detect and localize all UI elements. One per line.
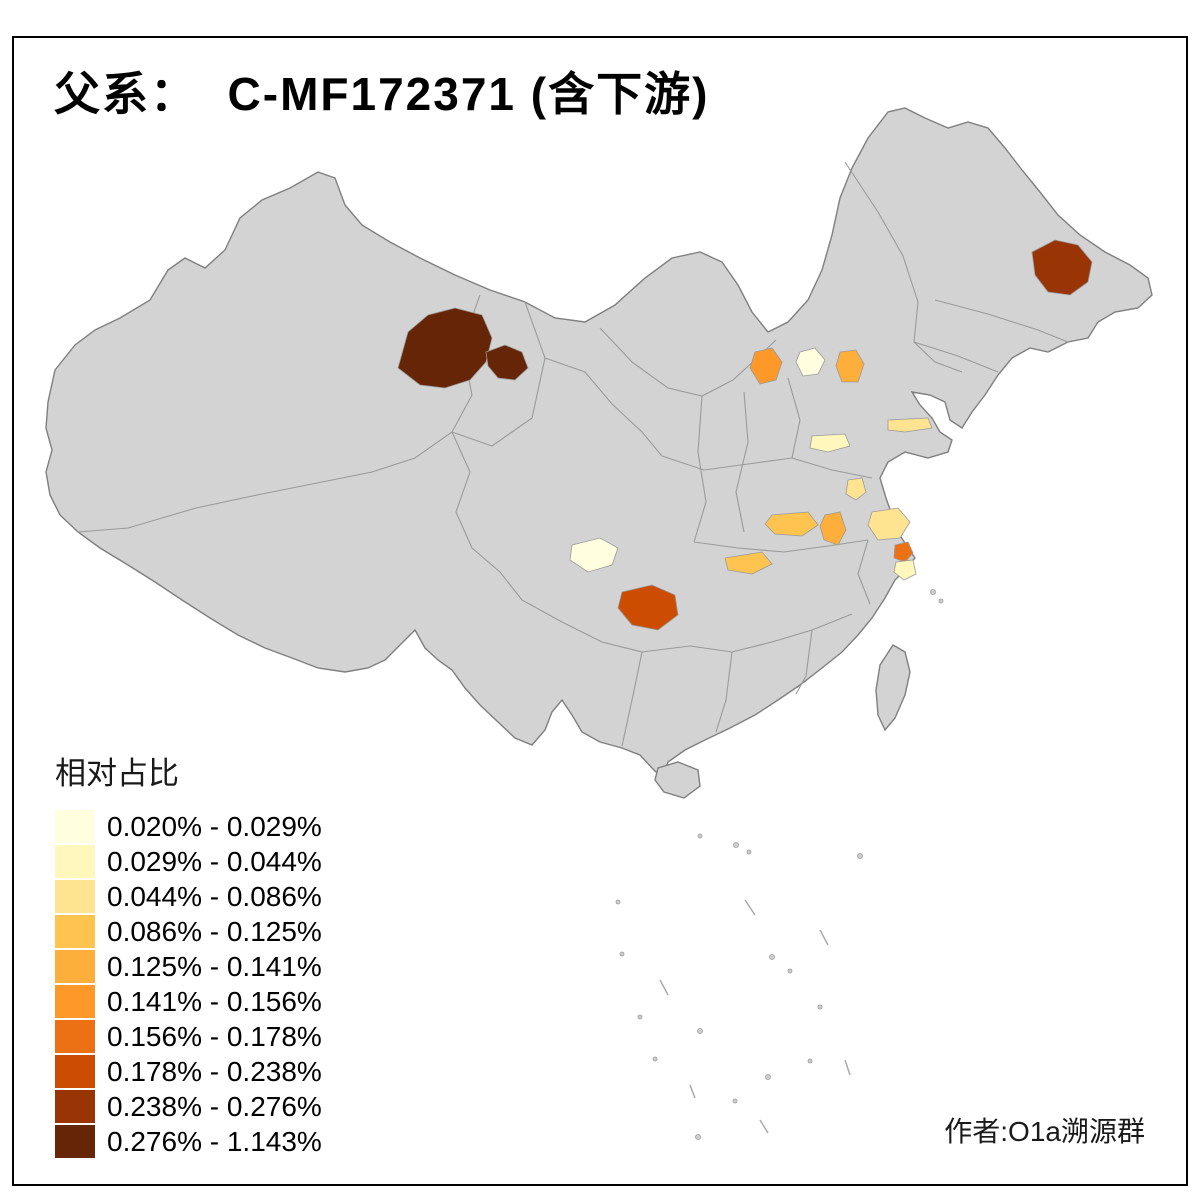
legend-item: 0.276% - 1.143% <box>55 1124 322 1159</box>
legend-item-label: 0.178% - 0.238% <box>107 1055 322 1087</box>
region-heilongjiang-east <box>1031 239 1093 296</box>
legend-item-label: 0.029% - 0.044% <box>107 845 322 877</box>
region-guizhou-central <box>617 584 679 631</box>
taiwan-island <box>875 644 911 732</box>
legend-color-swatch <box>55 1125 95 1158</box>
legend-color-swatch <box>55 845 95 878</box>
highlighted-regions <box>397 239 1093 631</box>
map-title: 父系： C-MF172371 (含下游) <box>54 68 710 120</box>
region-shanghai-area <box>893 541 914 563</box>
legend-item: 0.141% - 0.156% <box>55 984 322 1019</box>
legend-color-swatch <box>55 985 95 1018</box>
legend-color-swatch <box>55 810 95 843</box>
legend-item-label: 0.125% - 0.141% <box>107 950 322 982</box>
legend-item: 0.238% - 0.276% <box>55 1089 322 1124</box>
legend-color-swatch <box>55 950 95 983</box>
region-zhejiang-north <box>893 559 917 581</box>
region-jiangsu-south <box>867 507 911 541</box>
region-xinjiang-east <box>485 344 529 381</box>
legend-title: 相对占比 <box>55 756 179 791</box>
legend-color-swatch <box>55 915 95 948</box>
region-xinjiang-west <box>397 307 493 389</box>
legend-item-label: 0.276% - 1.143% <box>107 1125 322 1157</box>
legend-item: 0.029% - 0.044% <box>55 844 322 879</box>
region-beijing <box>795 347 826 377</box>
attribution-text: 作者:O1a溯源群 <box>944 1116 1145 1147</box>
china-mainland <box>45 107 1153 780</box>
legend-color-swatch <box>55 880 95 913</box>
region-shandong-west <box>809 433 851 453</box>
legend-item: 0.156% - 0.178% <box>55 1019 322 1054</box>
region-hebei-northeast <box>835 349 865 383</box>
legend-item-label: 0.044% - 0.086% <box>107 880 322 912</box>
legend: 相对占比 0.020% - 0.029% 0.029% - 0.044% 0.0… <box>55 748 322 1159</box>
legend-color-swatch <box>55 1090 95 1123</box>
legend-item: 0.044% - 0.086% <box>55 879 322 914</box>
legend-item: 0.020% - 0.029% <box>55 809 322 844</box>
legend-item-label: 0.020% - 0.029% <box>107 810 322 842</box>
legend-item-label: 0.141% - 0.156% <box>107 985 322 1017</box>
province-borders <box>77 161 1069 747</box>
legend-color-swatch <box>55 1055 95 1088</box>
legend-item: 0.086% - 0.125% <box>55 914 322 949</box>
legend-item-label: 0.156% - 0.178% <box>107 1020 322 1052</box>
region-jiangsu-north <box>845 477 867 501</box>
legend-items: 0.020% - 0.029% 0.029% - 0.044% 0.044% -… <box>55 809 322 1159</box>
region-sichuan-central <box>569 537 619 573</box>
legend-item-label: 0.086% - 0.125% <box>107 915 322 947</box>
hainan-island <box>654 761 701 799</box>
legend-item: 0.178% - 0.238% <box>55 1054 322 1089</box>
region-anhui-north <box>819 511 847 546</box>
small-islands <box>615 589 944 1140</box>
region-hubei-west <box>724 551 773 575</box>
legend-color-swatch <box>55 1020 95 1053</box>
legend-item: 0.125% - 0.141% <box>55 949 322 984</box>
region-henan-central <box>764 511 819 537</box>
region-hebei-northwest <box>749 347 783 385</box>
legend-item-label: 0.238% - 0.276% <box>107 1090 322 1122</box>
region-shandong-north <box>887 417 933 433</box>
